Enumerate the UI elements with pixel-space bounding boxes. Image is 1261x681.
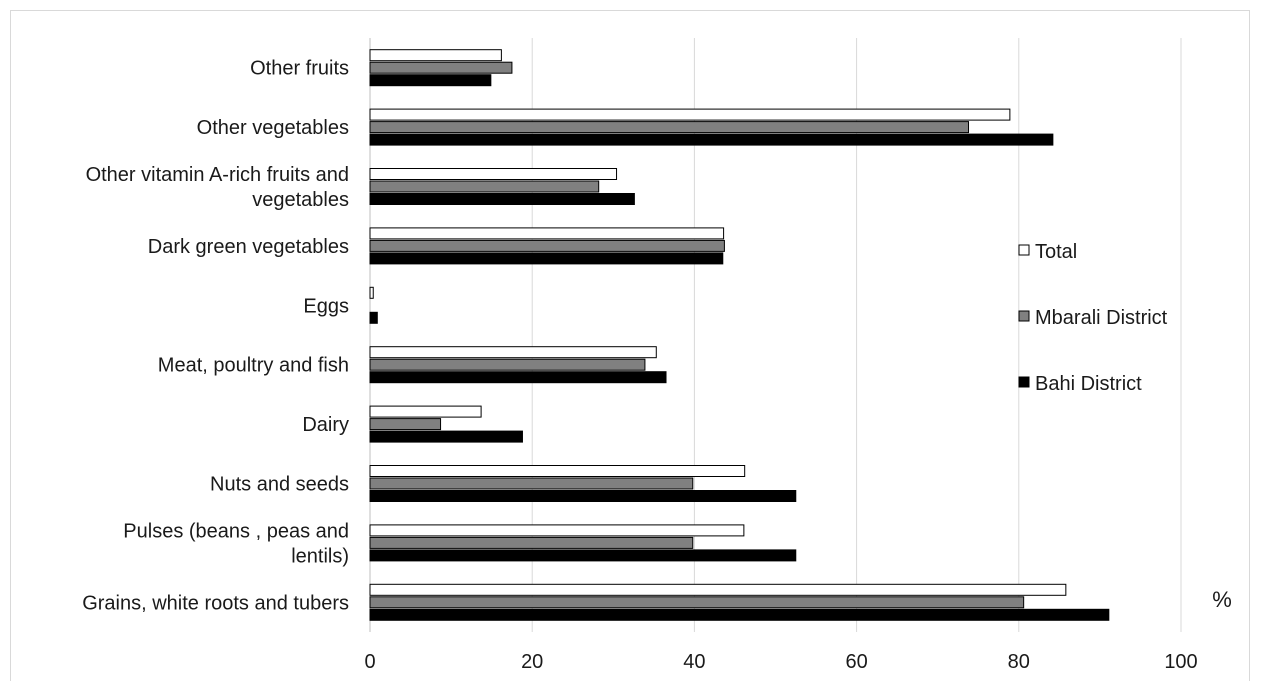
bars xyxy=(369,49,1110,621)
legend-swatch xyxy=(1018,376,1030,388)
bar-mbarali-district xyxy=(369,61,513,74)
legend-swatch xyxy=(1018,244,1030,256)
category-label: Eggs xyxy=(303,295,349,317)
x-axis-unit-label: % xyxy=(1212,587,1232,612)
x-tick-labels: 0 20 40 60 80 100 xyxy=(364,651,1197,673)
bar-bahi-district xyxy=(369,133,1054,146)
x-tick-label: 60 xyxy=(845,651,867,673)
bar-bahi-district xyxy=(369,430,523,443)
bar-total xyxy=(369,108,1011,121)
category-label: Dairy xyxy=(302,414,349,436)
bar-bahi-district xyxy=(369,608,1110,621)
bar-total xyxy=(369,346,657,359)
legend: Total Mbarali District Bahi District xyxy=(1018,241,1168,395)
category-label: Nuts and seeds xyxy=(210,474,349,496)
bar-mbarali-district xyxy=(369,418,442,431)
bar-bahi-district xyxy=(369,549,797,562)
bar-total xyxy=(369,168,618,180)
legend-label: Total xyxy=(1035,241,1077,263)
legend-label: Bahi District xyxy=(1035,373,1142,395)
bar-total xyxy=(369,49,502,62)
bar-bahi-district xyxy=(369,74,492,87)
category-label: Pulses (beans , peas and xyxy=(123,520,349,542)
category-label: Other vegetables xyxy=(197,117,349,139)
bar-total xyxy=(369,405,482,418)
category-label: Other vitamin A-rich fruits and xyxy=(86,164,349,186)
bar-mbarali-district xyxy=(369,239,725,252)
category-label: Dark green vegetables xyxy=(148,236,349,258)
x-tick-label: 100 xyxy=(1164,651,1197,673)
bar-total xyxy=(369,524,745,537)
chart-frame xyxy=(10,10,1250,681)
bar-total xyxy=(369,227,725,240)
category-labels: Other fruits Other vegetables Other vitami… xyxy=(82,58,349,615)
category-label: Meat, poultry and fish xyxy=(158,355,349,377)
bar-total xyxy=(369,465,746,477)
legend-label: Mbarali District xyxy=(1035,307,1168,329)
category-label: Grains, white roots and tubers xyxy=(82,592,349,614)
x-tick-label: 40 xyxy=(683,651,705,673)
category-label: vegetables xyxy=(252,189,349,211)
bar-bahi-district xyxy=(369,490,797,502)
bar-mbarali-district xyxy=(369,121,970,134)
bar-bahi-district xyxy=(369,311,378,324)
bar-mbarali-district xyxy=(369,596,1025,609)
x-tick-label: 80 xyxy=(1008,651,1030,673)
bar-mbarali-district xyxy=(369,358,646,371)
bar-total xyxy=(369,286,374,299)
bar-bahi-district xyxy=(369,252,724,265)
x-tick-label: 20 xyxy=(521,651,543,673)
x-tick-label: 0 xyxy=(364,651,375,673)
category-label: Other fruits xyxy=(250,58,349,80)
bar-bahi-district xyxy=(369,371,667,384)
legend-swatch xyxy=(1018,310,1030,322)
bar-mbarali-district xyxy=(369,477,694,490)
category-label: lentils) xyxy=(291,545,349,567)
bar-total xyxy=(369,583,1067,596)
bar-mbarali-district xyxy=(369,180,600,193)
bar-mbarali-district xyxy=(369,536,694,549)
bar-bahi-district xyxy=(369,193,635,205)
